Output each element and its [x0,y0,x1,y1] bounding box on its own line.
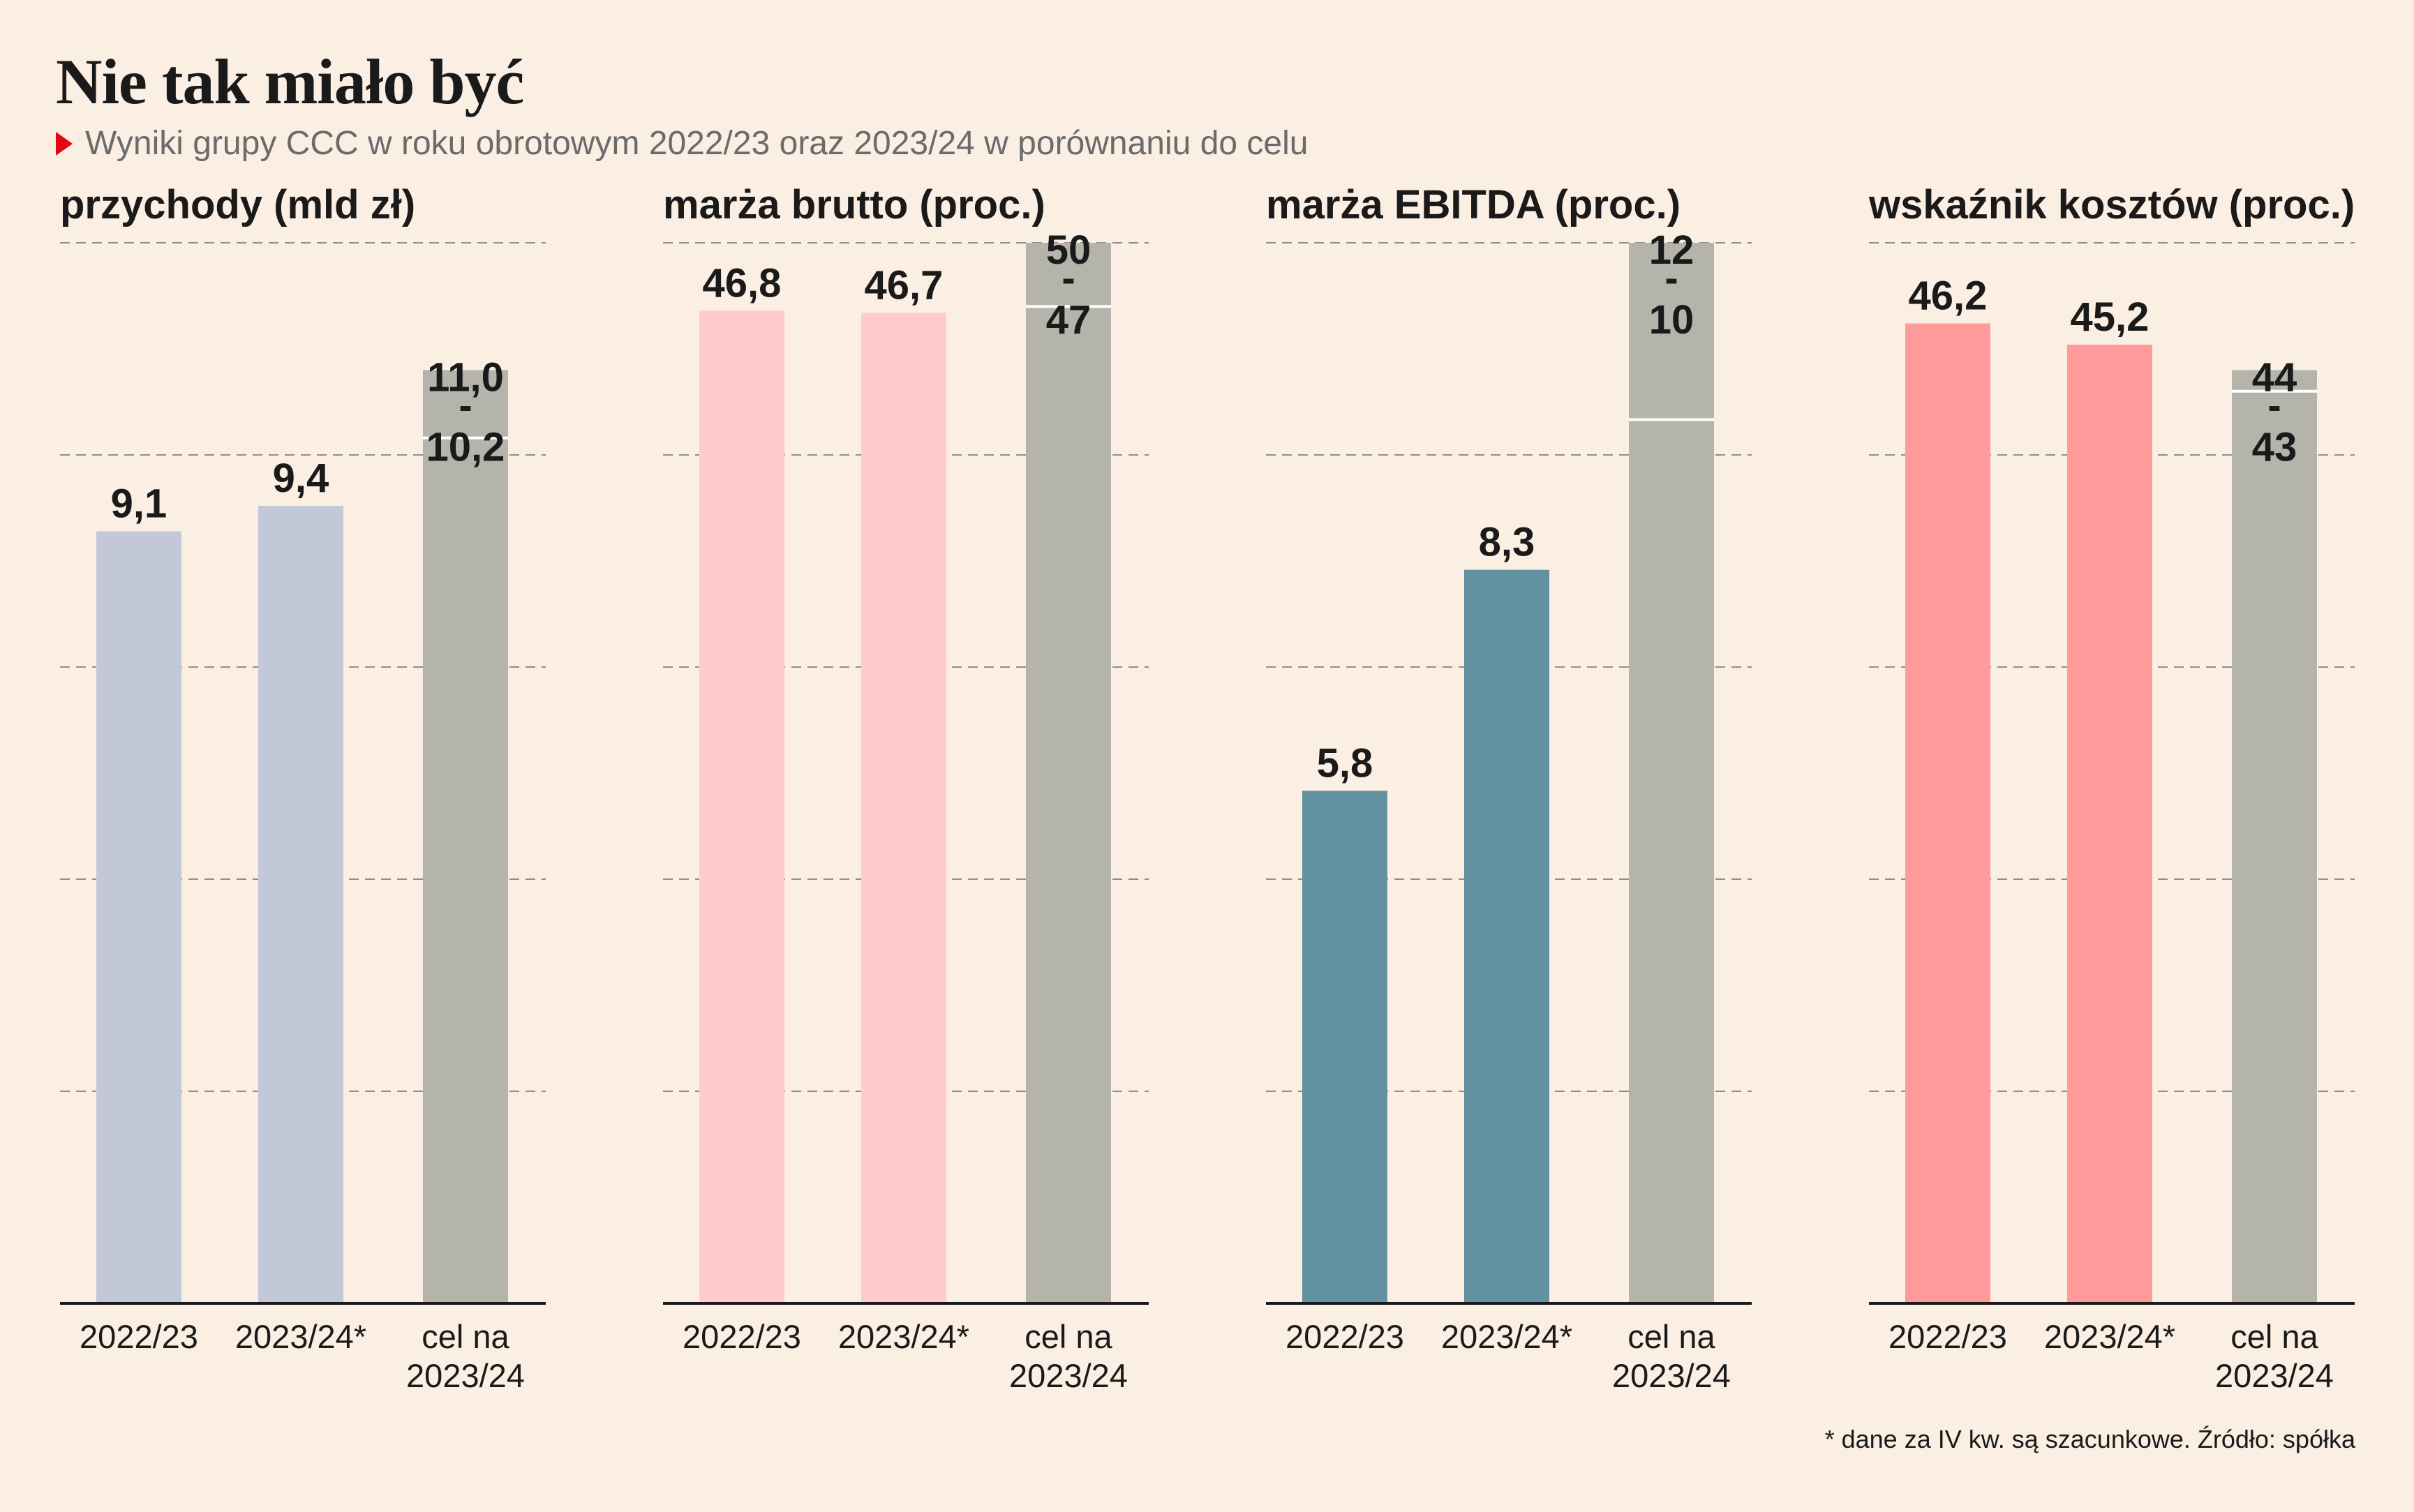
target-low-label: 47 [1046,297,1091,343]
value-label: 9,4 [273,456,329,501]
bar [699,310,784,1303]
target-low-label: 43 [2252,424,2297,470]
category-label: 2022/23 [1888,1318,2007,1355]
chart-subtitle: Wyniki grupy CCC w roku obrotowym 2022/2… [56,124,1308,163]
target-bar [1026,243,1111,1303]
category-label: 2022/23 [683,1318,801,1355]
triangle-marker-icon [56,131,73,156]
target-high-label: 12 [1649,227,1694,273]
value-label: 5,8 [1317,740,1373,786]
bar [2067,344,2152,1303]
value-label: 9,1 [111,481,167,526]
target-high-label: 50 [1046,227,1091,273]
chart-title: Nie tak miało być [56,46,524,117]
bar [258,505,343,1304]
category-label: cel na 2023/24 [1009,1318,1128,1394]
category-label: cel na 2023/24 [1612,1318,1731,1394]
category-label: 2023/24* [1441,1318,1572,1355]
value-label: 45,2 [2071,294,2149,340]
target-high-label: 11,0 [427,354,504,400]
bar [96,531,181,1304]
panel-title: marża EBITDA (proc.) [1266,182,1681,227]
category-label: 2023/24* [2044,1318,2175,1355]
target-high-label: 44 [2252,354,2297,400]
category-label: 2023/24* [838,1318,969,1355]
target-low-label: 10,2 [426,424,505,470]
target-bar [1629,243,1714,1303]
bar [1464,569,1549,1303]
panel-title: wskaźnik kosztów (proc.) [1868,182,2355,227]
value-label: 46,2 [1909,274,1988,319]
target-bar [423,370,508,1303]
category-label: cel na 2023/24 [2215,1318,2334,1394]
target-low-label: 10 [1649,297,1694,343]
target-range-separator: - [459,382,472,428]
panel-title: przychody (mld zł) [60,182,415,227]
target-range-separator: - [1664,255,1678,301]
category-label: 2022/23 [80,1318,198,1355]
bar [861,313,946,1303]
target-bar [2232,370,2317,1303]
bar [1302,791,1387,1303]
target-range-separator: - [2267,382,2281,428]
value-label: 8,3 [1479,520,1535,565]
bar [1905,323,1990,1303]
value-label: 46,8 [703,260,782,306]
category-label: 2022/23 [1286,1318,1404,1355]
category-label: cel na 2023/24 [406,1318,525,1394]
panel-title: marża brutto (proc.) [663,182,1045,227]
value-label: 46,7 [865,262,944,308]
subtitle-text: Wyniki grupy CCC w roku obrotowym 2022/2… [85,125,1309,162]
footnote: * dane za IV kw. są szacunkowe. Źródło: … [1824,1425,2355,1453]
target-range-separator: - [1061,255,1075,301]
category-label: 2023/24* [235,1318,366,1355]
